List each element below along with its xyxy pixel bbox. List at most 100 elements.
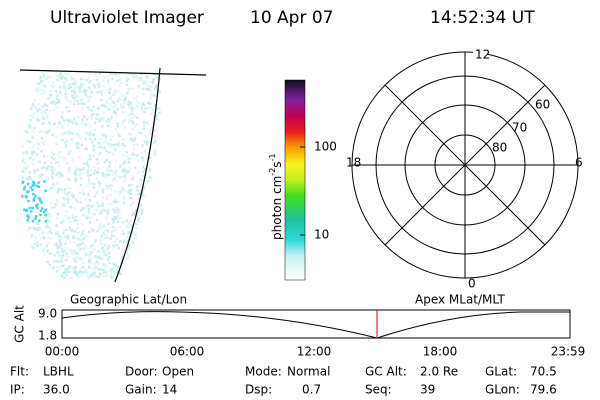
pixel: [60, 188, 63, 191]
pixel: [62, 230, 66, 233]
pixel: [46, 132, 49, 135]
pixel: [117, 141, 121, 145]
pixel: [86, 106, 90, 109]
pixel: [149, 176, 152, 179]
pixel: [49, 252, 52, 256]
pixel: [81, 238, 85, 242]
pixel: [89, 173, 93, 176]
pixel: [58, 121, 61, 124]
pixel: [38, 160, 42, 163]
pixel: [76, 223, 80, 226]
pixel: [149, 102, 152, 105]
pixel: [35, 153, 39, 156]
pixel: [87, 174, 90, 177]
pixel: [87, 193, 90, 197]
pixel: [117, 216, 121, 219]
lat-label: 80: [492, 141, 507, 155]
pixel: [106, 270, 109, 273]
pixel: [53, 206, 56, 209]
pixel: [107, 173, 110, 177]
pixel: [64, 198, 68, 201]
pixel: [134, 233, 137, 236]
pixel: [131, 175, 135, 178]
pixel: [82, 261, 85, 264]
pixel: [63, 119, 66, 122]
pixel: [102, 141, 106, 144]
pixel: [102, 84, 105, 88]
pixel: [35, 184, 38, 187]
pixel: [72, 82, 75, 85]
pixel: [43, 210, 46, 214]
pixel: [90, 272, 94, 275]
pixel: [73, 102, 76, 106]
pixel: [106, 258, 109, 261]
pixel: [105, 183, 108, 186]
pixel: [59, 151, 62, 154]
pixel: [119, 240, 122, 243]
pixel: [105, 236, 109, 239]
pixel: [32, 199, 35, 202]
info-value: 14: [162, 383, 177, 397]
pixel: [125, 189, 128, 193]
pixel: [71, 194, 74, 197]
pixel: [100, 93, 103, 96]
instrument: Ultraviolet Imager: [50, 8, 204, 28]
pixel: [130, 139, 134, 142]
pixel: [127, 191, 131, 194]
pixel: [120, 233, 123, 237]
pixel: [104, 140, 108, 143]
pixel: [80, 122, 83, 125]
pixel: [128, 72, 131, 76]
pixel: [88, 265, 91, 269]
colorbar-tick-label: 10: [314, 228, 329, 242]
pixel: [137, 197, 141, 200]
pixel: [56, 94, 59, 97]
pixel: [129, 184, 132, 187]
pixel: [113, 240, 117, 244]
pixel: [86, 184, 89, 187]
pixel: [99, 90, 102, 93]
pixel: [105, 135, 108, 138]
pixel: [88, 221, 92, 224]
pixel: [68, 109, 71, 113]
pixel: [50, 84, 53, 88]
pixel: [125, 92, 129, 95]
pixel: [30, 210, 33, 213]
pixel: [24, 209, 28, 212]
pixel: [156, 117, 159, 121]
pixel: [139, 190, 143, 194]
pixel: [108, 161, 112, 164]
pixel: [101, 225, 104, 228]
pixel: [40, 201, 43, 204]
pixel: [114, 72, 117, 76]
info-label: GLat:: [485, 365, 517, 379]
pixel: [85, 269, 88, 272]
pixel: [85, 89, 88, 93]
pixel: [129, 101, 133, 105]
pixel: [71, 78, 74, 81]
pixel: [116, 125, 119, 128]
pixel: [55, 223, 58, 227]
pixel: [74, 265, 77, 269]
pixel: [60, 274, 63, 278]
pixel: [85, 79, 88, 82]
pixel: [114, 190, 118, 193]
pixel: [28, 171, 32, 174]
pixel: [128, 106, 131, 109]
pixel: [81, 266, 85, 269]
pixel: [107, 108, 110, 111]
pixel: [131, 241, 134, 244]
pixel: [125, 77, 128, 80]
pixel: [66, 267, 69, 271]
unit-exp: -2: [268, 168, 277, 176]
pixel: [74, 260, 78, 263]
pixel: [64, 214, 68, 218]
pixel: [142, 186, 146, 190]
pixel: [87, 258, 91, 261]
pixel: [106, 246, 110, 250]
pixel: [62, 232, 65, 235]
pixel: [87, 276, 90, 280]
pixel: [122, 162, 125, 166]
pixel: [46, 249, 49, 253]
